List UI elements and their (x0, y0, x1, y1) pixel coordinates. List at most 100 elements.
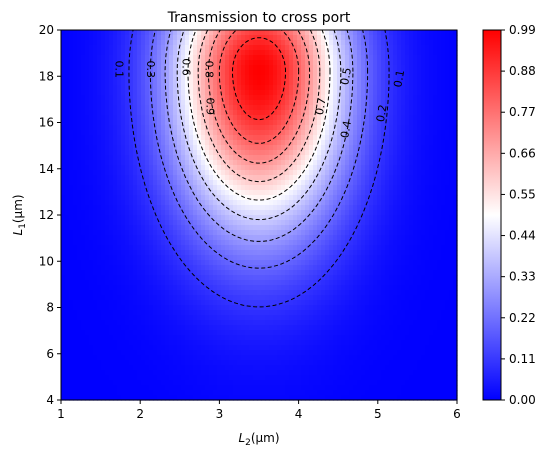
heatmap-cell (93, 235, 98, 241)
heatmap-cell (425, 195, 430, 201)
heatmap-cell (125, 140, 130, 146)
heatmap-cell (121, 75, 126, 81)
heatmap-cell (197, 280, 202, 286)
heatmap-cell (297, 225, 302, 231)
heatmap-cell (61, 100, 66, 106)
heatmap-cell (169, 280, 174, 286)
heatmap-cell (209, 80, 214, 86)
heatmap-cell (297, 210, 302, 216)
heatmap-cell (281, 75, 286, 81)
heatmap-cell (137, 95, 142, 101)
heatmap-cell (317, 100, 322, 106)
heatmap-cell (325, 270, 330, 276)
heatmap-cell (129, 210, 134, 216)
heatmap-cell (289, 270, 294, 276)
heatmap-cell (165, 155, 170, 161)
heatmap-cell (61, 110, 66, 116)
heatmap-cell (293, 180, 298, 186)
heatmap-cell (409, 35, 414, 41)
heatmap-cell (125, 135, 130, 141)
heatmap-cell (61, 135, 66, 141)
heatmap-cell (109, 95, 114, 101)
heatmap-cell (189, 270, 194, 276)
heatmap-cell (349, 85, 354, 91)
heatmap-cell (193, 275, 198, 281)
heatmap-cell (129, 120, 134, 126)
heatmap-cell (61, 120, 66, 126)
heatmap-cell (65, 75, 70, 81)
heatmap-cell (421, 110, 426, 116)
heatmap-cell (73, 75, 78, 81)
heatmap-cell (349, 145, 354, 151)
heatmap-cell (349, 260, 354, 266)
heatmap-cell (361, 210, 366, 216)
heatmap-cell (333, 90, 338, 96)
heatmap-cell (401, 45, 406, 51)
heatmap-cell (249, 105, 254, 111)
heatmap-cell (61, 235, 66, 241)
heatmap-cell (181, 235, 186, 241)
heatmap-cell (357, 35, 362, 41)
heatmap-cell (397, 205, 402, 211)
heatmap-cell (153, 45, 158, 51)
heatmap-cell (409, 125, 414, 131)
heatmap-cell (229, 220, 234, 226)
heatmap-cell (381, 30, 386, 36)
heatmap-cell (137, 145, 142, 151)
heatmap-cell (185, 65, 190, 71)
heatmap-cell (437, 270, 442, 276)
heatmap-cell (193, 140, 198, 146)
heatmap-cell (217, 130, 222, 136)
heatmap-cell (89, 265, 94, 271)
heatmap-cell (429, 200, 434, 206)
heatmap-cell (269, 175, 274, 181)
heatmap-cell (225, 125, 230, 131)
heatmap-cell (229, 30, 234, 36)
heatmap-cell (233, 265, 238, 271)
heatmap-cell (149, 205, 154, 211)
heatmap-cell (385, 140, 390, 146)
heatmap-cell (245, 240, 250, 246)
heatmap-cell (281, 190, 286, 196)
heatmap-cell (81, 45, 86, 51)
heatmap-cell (193, 170, 198, 176)
heatmap-cell (225, 90, 230, 96)
heatmap-cell (77, 75, 82, 81)
heatmap-cell (217, 190, 222, 196)
heatmap-cell (289, 55, 294, 61)
heatmap-cell (149, 255, 154, 261)
heatmap-cell (405, 45, 410, 51)
heatmap-cell (113, 225, 118, 231)
heatmap-cell (245, 270, 250, 276)
heatmap-cell (213, 45, 218, 51)
heatmap-cell (281, 205, 286, 211)
heatmap-cell (133, 230, 138, 236)
heatmap-cell (417, 75, 422, 81)
heatmap-cell (153, 80, 158, 86)
heatmap-cell (373, 55, 378, 61)
heatmap-cell (197, 65, 202, 71)
heatmap-cell (145, 180, 150, 186)
heatmap-cell (177, 150, 182, 156)
heatmap-cell (105, 200, 110, 206)
heatmap-cell (441, 170, 446, 176)
heatmap-cell (301, 130, 306, 136)
heatmap-cell (413, 135, 418, 141)
heatmap-cell (369, 235, 374, 241)
heatmap-cell (129, 100, 134, 106)
heatmap-cell (337, 30, 342, 36)
heatmap-cell (261, 250, 266, 256)
heatmap-cell (453, 85, 458, 91)
heatmap-cell (161, 120, 166, 126)
heatmap-cell (413, 35, 418, 41)
heatmap-cell (197, 160, 202, 166)
heatmap-cell (205, 70, 210, 76)
heatmap-cell (265, 65, 270, 71)
heatmap-cell (289, 85, 294, 91)
heatmap-cell (453, 110, 458, 116)
heatmap-cell (153, 160, 158, 166)
heatmap-cell (425, 85, 430, 91)
heatmap-cell (69, 230, 74, 236)
heatmap-cell (233, 195, 238, 201)
heatmap-cell (193, 65, 198, 71)
